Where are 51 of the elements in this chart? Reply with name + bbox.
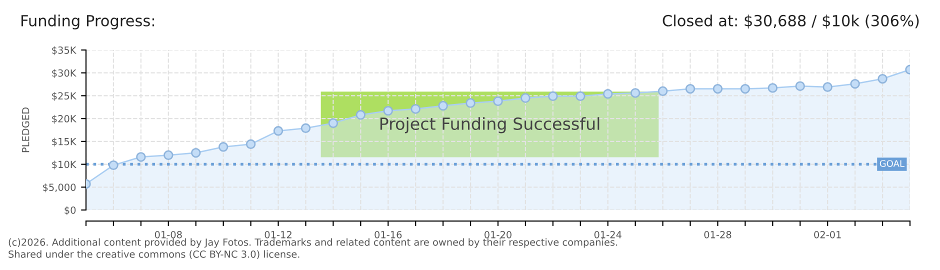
point bbox=[850, 78, 860, 89]
text: Shared under the creative commons (CC BY-NC 3.0) license. bbox=[8, 250, 300, 259]
point bbox=[548, 91, 558, 102]
point bbox=[356, 110, 366, 120]
point bbox=[273, 126, 284, 136]
point bbox=[438, 100, 448, 111]
y-tick-label: $20K bbox=[52, 114, 76, 124]
point bbox=[795, 81, 805, 91]
y-tick-label: $5,000 bbox=[43, 183, 76, 192]
point bbox=[576, 91, 586, 102]
text: (c)2026. Additional content provided by Jay Fotos. Trademarks and related content are owned by their respective companies. bbox=[8, 238, 618, 248]
y-tick-label: $35K bbox=[52, 46, 76, 56]
point bbox=[108, 160, 118, 170]
point bbox=[328, 118, 338, 128]
point bbox=[383, 106, 393, 116]
ref-line-label: GOAL bbox=[880, 160, 904, 167]
annotation: Project Funding Successful bbox=[380, 117, 600, 134]
point bbox=[878, 74, 888, 84]
y-tick-label: $30K bbox=[52, 69, 76, 78]
point bbox=[466, 98, 476, 108]
chart-title: Funding Progress: bbox=[22, 14, 154, 30]
point bbox=[740, 84, 750, 94]
chart-subtitle: Closed at: $30,688 / $10k (306%) bbox=[662, 14, 919, 28]
x-tick-label: 01-20 bbox=[484, 231, 512, 238]
point bbox=[768, 83, 778, 93]
y-tick-label: $10K bbox=[52, 160, 76, 170]
x-tick-label: 01-16 bbox=[374, 231, 402, 238]
y-tick-label: $25K bbox=[52, 92, 76, 101]
y-tick-label: $0 bbox=[64, 206, 76, 216]
point bbox=[218, 142, 228, 152]
point bbox=[630, 88, 640, 98]
x-tick-label: 01-12 bbox=[264, 231, 292, 238]
x-tick-label: 01-24 bbox=[594, 231, 622, 238]
point bbox=[603, 89, 613, 99]
point bbox=[191, 148, 201, 158]
y-tick-label: $15K bbox=[52, 138, 76, 147]
point bbox=[246, 139, 256, 150]
point bbox=[136, 152, 146, 162]
point bbox=[658, 86, 668, 96]
point bbox=[410, 104, 420, 114]
y-axis-title: PLEDGED bbox=[22, 108, 30, 152]
point bbox=[300, 123, 311, 134]
x-tick-label: 01-28 bbox=[704, 231, 732, 238]
x-tick-label: 02-01 bbox=[814, 231, 841, 238]
point bbox=[493, 96, 503, 106]
point bbox=[712, 84, 723, 94]
point bbox=[520, 93, 530, 103]
point bbox=[164, 150, 174, 160]
point bbox=[685, 84, 696, 94]
x-tick-label: 01-08 bbox=[154, 231, 182, 238]
point bbox=[822, 82, 832, 92]
